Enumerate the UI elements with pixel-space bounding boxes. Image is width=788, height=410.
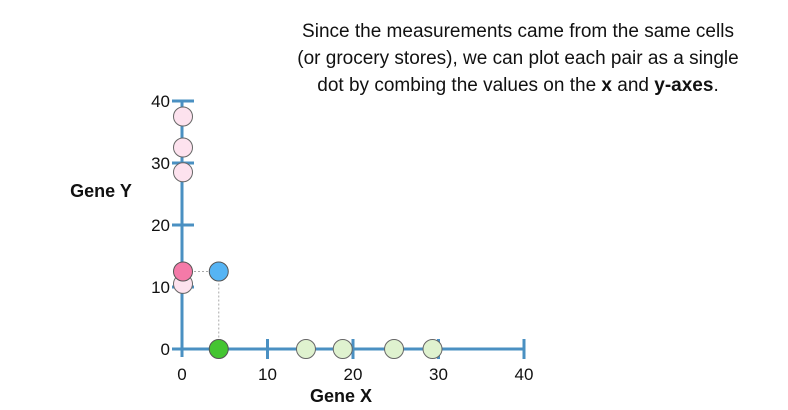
guide-lines <box>182 271 220 349</box>
x-tick-label: 40 <box>515 365 534 384</box>
gene-y-point <box>173 162 193 183</box>
gene-y-highlighted-point <box>173 261 193 282</box>
x-tick-label: 30 <box>429 365 448 384</box>
x-tick-label: 20 <box>344 365 363 384</box>
caption-line-3: dot by combing the values on the x and y… <box>258 72 778 99</box>
gene-y-point <box>173 137 193 158</box>
x-tick-label: 0 <box>177 365 186 384</box>
gene-y-point <box>173 106 193 127</box>
caption-x-term: x <box>601 75 612 96</box>
gene-x-highlighted-point <box>208 339 229 359</box>
y-tick-label: 40 <box>151 92 170 111</box>
caption-suffix: . <box>713 75 719 96</box>
y-tick-label: 10 <box>151 278 170 297</box>
caption-and: and <box>612 75 655 96</box>
gene-x-point <box>332 339 353 359</box>
y-tick-label: 30 <box>151 154 170 173</box>
y-tick-label: 20 <box>151 216 170 235</box>
caption: Since the measurements came from the sam… <box>258 18 778 99</box>
gene-x-point <box>384 339 405 359</box>
axes-group: 0 10 20 30 40 0 10 20 30 40 <box>151 92 533 384</box>
y-axis-title: Gene Y <box>70 181 132 201</box>
data-points <box>173 106 443 359</box>
y-tick-label: 0 <box>161 340 170 359</box>
gene-x-point <box>295 339 316 359</box>
x-axis-title: Gene X <box>310 386 372 406</box>
caption-line-3-prefix: dot by combing the values on the <box>317 75 602 96</box>
caption-line-1: Since the measurements came from the sam… <box>302 21 734 42</box>
gene-x-point <box>422 339 443 359</box>
combined-point <box>208 261 229 282</box>
x-tick-label: 10 <box>258 365 277 384</box>
caption-line-2: (or grocery stores), we can plot each pa… <box>297 48 739 69</box>
caption-y-term: y-axes <box>654 75 714 96</box>
